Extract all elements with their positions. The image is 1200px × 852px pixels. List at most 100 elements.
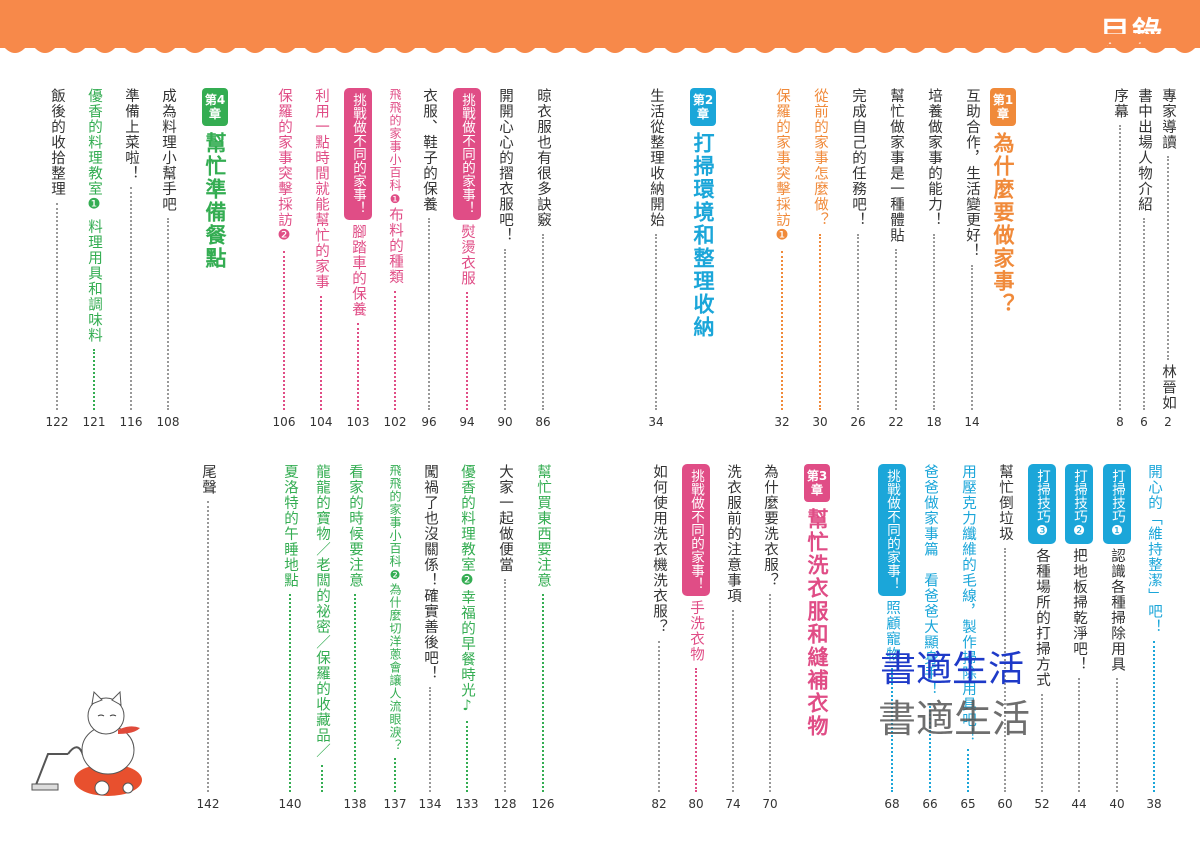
toc-entry[interactable]: 幫忙買東西要注意 126 [529,464,557,812]
toc-entry[interactable]: 為什麼要洗衣服？ 70 [756,464,784,812]
toc-entry[interactable]: 成為料理小幫手吧 108 [154,88,182,430]
toc-leader-dots [466,291,468,410]
toc-entry[interactable]: 洗衣服前的注意事項 74 [719,464,747,812]
toc-entry[interactable]: 專家導讀 林晉如 2 [1154,88,1182,430]
toc-entry[interactable]: 保羅的家事突擊採訪❷ 106 [270,88,298,430]
toc-entry[interactable]: 看家的時候要注意 138 [341,464,369,812]
toc-entry[interactable]: 用壓克力纖維的毛線，製作掃除用具吧！ 65 [954,464,982,812]
toc-leader-dots [394,290,396,410]
toc-leader-dots [429,687,431,792]
toc-entry-title: 保羅的家事突擊採訪❶ [774,88,790,245]
toc-entry[interactable]: 幫忙做家事是一種體貼 22 [882,88,910,430]
toc-entry[interactable]: 龍龍的寶物／老闆的祕密／保羅的收藏品／ [308,464,336,812]
toc-entry-title: 優香的料理教室❶ 料理用具和調味料 [86,88,102,344]
toc-leader-dots [207,501,209,792]
chapter-heading[interactable]: 第4章 幫忙準備餐點 [198,88,232,270]
toc-entry[interactable]: 優香的料理教室❶ 料理用具和調味料 121 [80,88,108,430]
toc-leader-dots [1143,218,1145,410]
toc-leader-dots [695,667,697,792]
toc-entry-tag-label: 挑戰做不同的家事！ [350,93,366,215]
toc-entry[interactable]: 大家一起做便當 128 [491,464,519,812]
toc-leader-dots [167,218,169,410]
toc-page-number: 65 [960,797,976,811]
toc-page-number: 137 [383,797,407,811]
toc-page-number: 44 [1071,797,1087,811]
toc-entry[interactable]: 尾聲 142 [194,464,222,812]
toc-leader-dots [504,578,506,792]
toc-entry-title: 書中出場人物介紹 [1136,88,1152,212]
toc-entry-title: 照顧寵物 [884,599,900,662]
chapter-title: 為什麼要做家事？ [991,132,1015,316]
toc-entry[interactable]: 打掃技巧❷ 把地板掃乾淨吧！ 44 [1065,464,1093,812]
toc-entry[interactable]: 如何使用洗衣機洗衣服？ 82 [645,464,673,812]
toc-entry[interactable]: 完成自己的任務吧！ 26 [844,88,872,430]
toc-entry-tag: 打掃技巧❶ [1103,464,1131,544]
chapter-badge: 第1章 [990,88,1016,126]
toc-entry[interactable]: 優香的料理教室❷幸福的早餐時光♪ 133 [453,464,481,812]
chapter-heading[interactable]: 第1章為什麼要做家事？ [986,88,1020,316]
toc-entry-title: 飯後的收拾整理 [49,88,65,197]
toc-entry-title: 熨燙衣服 [459,223,475,286]
watermark: 書適生活 書適生活 [878,640,1030,741]
toc-entry[interactable]: 挑戰做不同的家事！ 照顧寵物 68 [878,464,906,812]
header-scallop [0,34,1200,53]
toc-entry[interactable]: 飛飛的家事小百科❷為什麼切洋蔥會讓人流眼淚？ 137 [381,464,409,812]
toc-leader-dots [289,594,291,792]
toc-page-number: 26 [850,415,866,429]
toc-page-number: 6 [1140,415,1148,429]
toc-entry-tag: 打掃技巧❸ [1028,464,1056,544]
toc-leader-dots [933,233,935,410]
toc-entry-title: 互助合作，生活變更好！ [964,88,980,259]
toc-leader-dots [1153,640,1155,792]
toc-entry-tag: 挑戰做不同的家事！ [682,464,710,596]
toc-entry-title: 爸爸做家事篇 看爸爸大顯身手！ [922,464,938,697]
toc-entry[interactable]: 書中出場人物介紹 6 [1130,88,1158,430]
toc-page-number: 8 [1116,415,1124,429]
toc-entry[interactable]: 飯後的收拾整理 122 [43,88,71,430]
toc-leader-dots [542,233,544,410]
toc-entry[interactable]: 從前的家事怎麼做？ 30 [806,88,834,430]
toc-leader-dots [769,594,771,792]
toc-entry[interactable]: 序幕 8 [1106,88,1134,430]
toc-entry-title: 生活從整理收納開始 [648,88,664,228]
toc-entry[interactable]: 準備上菜啦！ 116 [117,88,145,430]
toc-entry-title: 保羅的家事突擊採訪❷ [276,88,292,245]
toc-entry[interactable]: 打掃技巧❶ 認識各種掃除用具 40 [1103,464,1131,812]
toc-entry[interactable]: 衣服、鞋子的保養 96 [415,88,443,430]
toc-entry[interactable]: 打掃技巧❸ 各種場所的打掃方式 52 [1028,464,1056,812]
toc-entry[interactable]: 闖禍了也沒關係！確實善後吧！ 134 [416,464,444,812]
toc-page-number: 134 [418,797,442,811]
toc-leader-dots [466,721,468,792]
toc-entry[interactable]: 挑戰做不同的家事！ 腳踏車的保養 103 [344,88,372,430]
toc-leader-dots [655,233,657,410]
toc-page-number: 103 [346,415,370,429]
toc-entry[interactable]: 保羅的家事突擊採訪❶ 32 [768,88,796,430]
toc-entry[interactable]: 挑戰做不同的家事！ 熨燙衣服 94 [453,88,481,430]
toc-page-number: 126 [531,797,555,811]
toc-entry-title: 成為料理小幫手吧 [160,88,176,212]
toc-entry[interactable]: 利用一點時間就能幫忙的家事 104 [307,88,335,430]
toc-leader-dots [658,640,660,792]
toc-entry[interactable]: 互助合作，生活變更好！ 14 [958,88,986,430]
toc-entry[interactable]: 挑戰做不同的家事！ 手洗衣物 80 [682,464,710,812]
toc-entry[interactable]: 生活從整理收納開始 34 [642,88,670,430]
toc-entry-tag-label: 挑戰做不同的家事！ [688,469,704,591]
chapter-heading[interactable]: 第2章 打掃環境和整理收納 [686,88,720,339]
toc-entry[interactable]: 爸爸做家事篇 看爸爸大顯身手！ 66 [916,464,944,812]
toc-entry[interactable]: 開心的「維持整潔」吧！ 38 [1140,464,1168,812]
toc-leader-dots [394,758,396,792]
toc-entry[interactable]: 開開心心的摺衣服吧！ 90 [491,88,519,430]
toc-entry[interactable]: 晾衣服也有很多訣竅 86 [529,88,557,430]
toc-page-number: 14 [964,415,980,429]
toc-entry-title: 用壓克力纖維的毛線，製作掃除用具吧！ [960,464,976,743]
toc-entry[interactable]: 幫忙倒垃圾 60 [991,464,1019,812]
toc-entry[interactable]: 飛飛的家事小百科❶ 布料的種類 102 [381,88,409,430]
toc-entry-title: 各種場所的打掃方式 [1034,548,1050,688]
toc-entry[interactable]: 夏洛特的午睡地點 140 [276,464,304,812]
chapter-title: 幫忙洗衣服和縫補衣物 [805,508,829,738]
toc-entry[interactable]: 培養做家事的能力！ 18 [920,88,948,430]
chapter-heading[interactable]: 第3章 幫忙洗衣服和縫補衣物 [800,464,834,738]
toc-page-number: 34 [648,415,664,429]
toc-entry-title: 腳踏車的保養 [350,223,366,317]
toc-entry-title: 準備上菜啦！ [123,88,139,181]
